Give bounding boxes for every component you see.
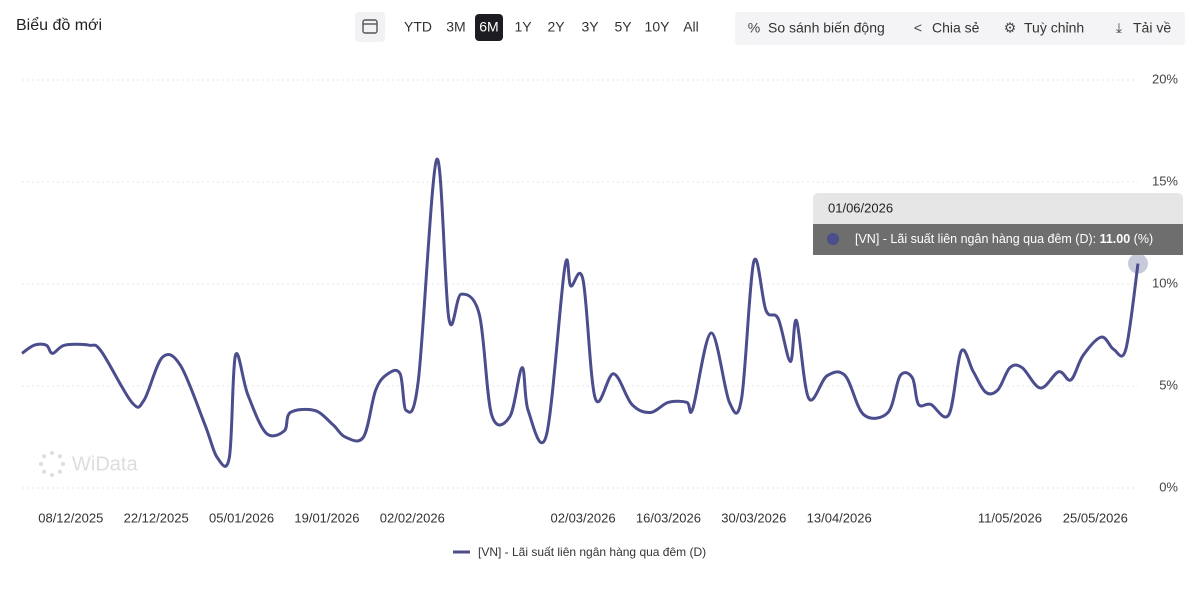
tooltip-part: (%) [1134,232,1153,246]
range-button[interactable]: YTD [404,19,432,35]
range-button[interactable]: 3M [446,19,465,35]
y-tick-label: 0% [1159,479,1178,494]
watermark: WiData [72,453,138,475]
action-icon: ⚙ [1004,20,1017,36]
action-icon: < [914,20,922,36]
action-button[interactable]: Chia sẻ [932,20,980,36]
range-button[interactable]: 3Y [581,19,599,35]
x-tick-label: 13/04/2026 [807,510,872,525]
y-tick-label: 10% [1152,275,1178,290]
action-icon: % [748,20,760,36]
watermark-dot [42,454,47,459]
tooltip-body [813,224,1183,255]
page-title: Biểu đồ mới [16,16,102,34]
range-button[interactable]: All [683,19,699,35]
action-icon: ⤓ [1116,20,1122,36]
y-tick-label: 5% [1159,377,1178,392]
x-tick-label: 02/02/2026 [380,510,445,525]
x-tick-label: 30/03/2026 [721,510,786,525]
tooltip-title: 01/06/2026 [828,200,893,215]
watermark-dot [57,469,62,474]
tooltip-part: [VN] - Lãi suất liên ngân hàng qua đêm (… [855,232,1096,246]
range-button[interactable]: 2Y [547,19,565,35]
watermark-dot [39,462,43,466]
y-tick-label: 15% [1152,173,1178,188]
range-button[interactable]: 5Y [614,19,632,35]
calendar-icon [362,19,378,34]
range-button[interactable]: 10Y [645,19,671,35]
x-tick-label: 02/03/2026 [551,510,616,525]
tooltip-part: 11.00 [1100,232,1131,246]
tooltip-swatch [827,233,839,245]
x-tick-label: 11/05/2026 [978,510,1042,525]
x-tick-label: 22/12/2025 [124,510,189,525]
y-tick-label: 20% [1152,71,1178,86]
range-button[interactable]: 1Y [514,19,532,35]
action-button[interactable]: Tuỳ chỉnh [1024,20,1084,36]
series-line [21,158,1140,468]
range-button[interactable]: 6M [479,19,498,35]
hover-point [1128,253,1148,274]
legend-label: [VN] - Lãi suất liên ngân hàng qua đêm (… [478,545,706,559]
watermark-dot [61,462,65,466]
x-tick-label: 25/05/2026 [1063,510,1128,525]
action-button[interactable]: So sánh biến động [768,20,885,36]
range-button-active[interactable] [475,14,503,41]
action-bar [735,12,1185,45]
x-tick-label: 08/12/2025 [38,510,103,525]
watermark-dot [50,473,54,477]
x-tick-label: 05/01/2026 [209,510,274,525]
watermark-dot [57,454,62,459]
calendar-button[interactable] [355,12,385,42]
tooltip-text: [VN] - Lãi suất liên ngân hàng qua đêm (… [855,232,1153,246]
x-tick-label: 16/03/2026 [636,510,701,525]
watermark-dot [50,451,54,455]
watermark-dot [42,469,47,474]
action-button[interactable]: Tải về [1133,20,1171,36]
x-tick-label: 19/01/2026 [294,510,359,525]
